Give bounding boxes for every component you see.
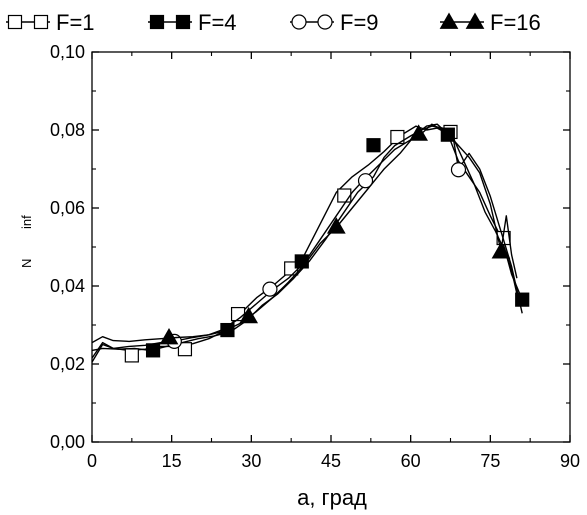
- legend-marker: [149, 14, 165, 30]
- legend-marker: [7, 14, 23, 30]
- y-tick-label: 0,06: [50, 198, 85, 218]
- series-marker: [409, 124, 428, 141]
- legend: F=1 F=4 F=9 F=16: [6, 10, 541, 35]
- x-tick-label: 60: [401, 451, 421, 471]
- series-marker: [366, 138, 381, 153]
- x-tick-label: 75: [480, 451, 500, 471]
- y-tick-label: 0,10: [50, 42, 85, 62]
- y-axis-label: N inf: [19, 215, 34, 268]
- series-line: [91, 123, 518, 344]
- series-marker: [262, 281, 278, 297]
- series-marker: [177, 342, 193, 357]
- series-marker: [239, 306, 259, 324]
- legend-marker: [465, 12, 485, 29]
- series-marker: [491, 242, 511, 259]
- legend-item: F=9: [290, 10, 379, 35]
- series-1: [91, 125, 530, 358]
- series-line: [91, 125, 518, 359]
- legend-item: F=4: [148, 10, 237, 35]
- legend-marker: [175, 14, 191, 30]
- axes: 0 15 30 45 60 75 90 0,00 0,02 0,04 0,06 0,08 0,10: [50, 42, 580, 471]
- x-tick-label: 0: [87, 451, 97, 471]
- y-tick-label: 0,00: [50, 432, 85, 452]
- x-tick-label: 90: [560, 451, 580, 471]
- x-tick-label: 30: [241, 451, 261, 471]
- series-3: [91, 123, 518, 345]
- series-marker: [159, 327, 179, 345]
- series-0: [91, 124, 518, 363]
- series-marker: [326, 217, 346, 234]
- legend-marker: [439, 12, 459, 29]
- y-axis-label-fragment-n: N: [19, 259, 34, 268]
- legend-item: F=16: [439, 10, 541, 35]
- legend-marker: [291, 14, 307, 30]
- legend-marker: [33, 14, 49, 30]
- x-axis-title: a, град: [297, 485, 367, 510]
- legend-label: F=16: [490, 10, 541, 35]
- legend-label: F=4: [198, 10, 237, 35]
- legend-marker: [317, 14, 333, 30]
- series-marker: [357, 173, 374, 189]
- y-axis-label-fragment-inf: inf: [19, 215, 34, 229]
- y-tick-label: 0,08: [50, 120, 85, 140]
- legend-label: F=1: [56, 10, 95, 35]
- y-tick-label: 0,04: [50, 276, 85, 296]
- x-tick-label: 45: [321, 451, 341, 471]
- series-marker: [450, 162, 467, 178]
- plot-area: [91, 123, 530, 363]
- x-tick-label: 15: [162, 451, 182, 471]
- series-marker: [337, 188, 352, 203]
- legend-item: F=1: [6, 10, 95, 35]
- y-tick-label: 0,02: [50, 354, 85, 374]
- legend-label: F=9: [340, 10, 379, 35]
- series-marker: [145, 343, 161, 358]
- series-marker: [124, 348, 139, 363]
